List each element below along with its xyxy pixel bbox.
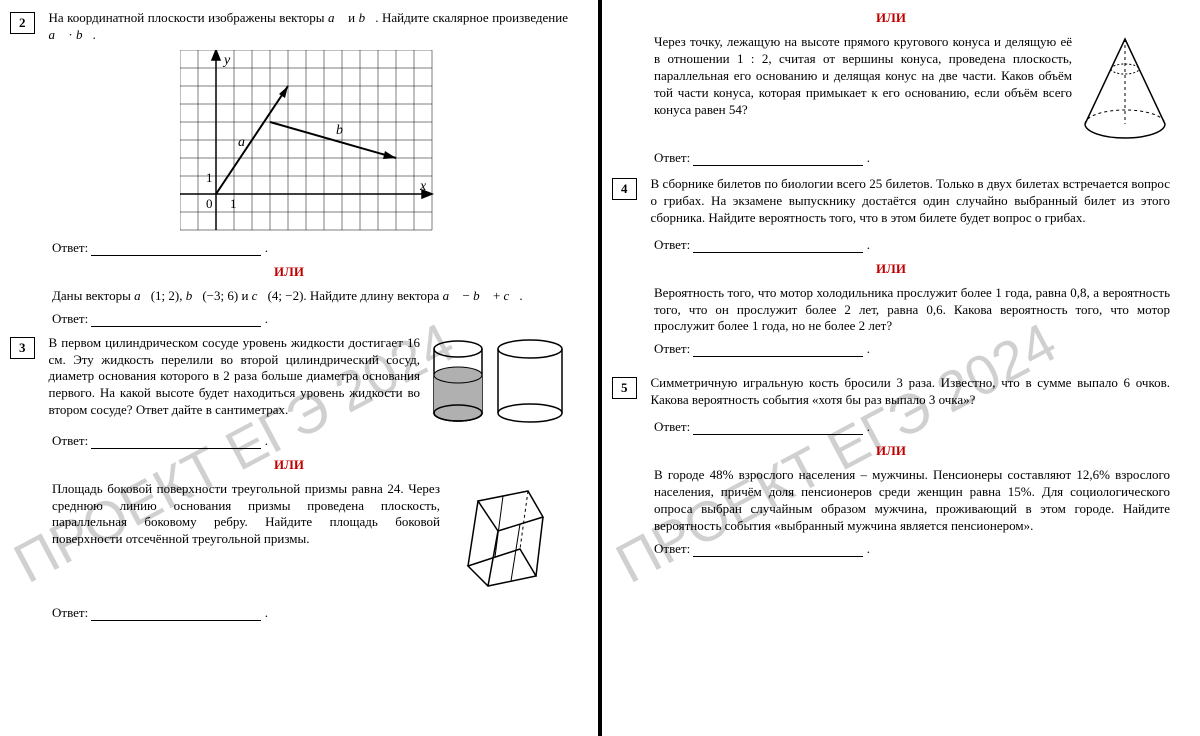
svg-text:1: 1 bbox=[206, 170, 213, 185]
svg-text:b⃗: b⃗ bbox=[336, 123, 354, 138]
task-2: 2 На координатной плоскости изображены в… bbox=[10, 10, 568, 234]
task-4: 4 В сборнике билетов по биологии всего 2… bbox=[612, 176, 1170, 231]
answer-line: Ответ: . bbox=[52, 311, 568, 327]
axis-x-label: x bbox=[419, 179, 427, 194]
task-5: 5 Симметричную игральную кость бросили 3… bbox=[612, 375, 1170, 413]
task-number-5: 5 bbox=[612, 377, 637, 399]
q3-alt: Площадь боковой поверхности треугольной … bbox=[52, 481, 568, 591]
task-number-3: 3 bbox=[10, 337, 35, 359]
q5-text: Симметричную игральную кость бросили 3 р… bbox=[651, 375, 1171, 409]
vector-grid: y x 0 1 1 a⃗ b⃗ bbox=[180, 50, 436, 234]
or-separator: ИЛИ bbox=[10, 264, 568, 280]
answer-line: Ответ: . bbox=[654, 419, 1170, 435]
q4-alt-text: Вероятность того, что мотор холодильника… bbox=[654, 285, 1170, 336]
task-number-4: 4 bbox=[612, 178, 637, 200]
task-number-2: 2 bbox=[10, 12, 35, 34]
axis-y-label: y bbox=[222, 53, 231, 68]
q5-alt-text: В городе 48% взрослого населения – мужчи… bbox=[654, 467, 1170, 535]
or-separator: ИЛИ bbox=[10, 457, 568, 473]
q4-text: В сборнике билетов по биологии всего 25 … bbox=[651, 176, 1171, 227]
q3-cone: Через точку, лежащую на высоте прямого к… bbox=[654, 34, 1170, 144]
answer-line: Ответ: . bbox=[52, 605, 568, 621]
svg-text:0: 0 bbox=[206, 196, 213, 211]
answer-line: Ответ: . bbox=[654, 150, 1170, 166]
answer-line: Ответ: . bbox=[654, 341, 1170, 357]
q2-text: На координатной плоскости изображены век… bbox=[49, 10, 569, 44]
answer-line: Ответ: . bbox=[52, 240, 568, 256]
answer-line: Ответ: . bbox=[654, 237, 1170, 253]
svg-text:1: 1 bbox=[230, 196, 237, 211]
cone-figure bbox=[1080, 34, 1170, 144]
cylinders-figure bbox=[428, 335, 568, 427]
or-separator: ИЛИ bbox=[612, 443, 1170, 459]
or-separator: ИЛИ bbox=[612, 261, 1170, 277]
answer-line: Ответ: . bbox=[654, 541, 1170, 557]
svg-text:a⃗: a⃗ bbox=[238, 135, 256, 150]
answer-line: Ответ: . bbox=[52, 433, 568, 449]
or-separator: ИЛИ bbox=[612, 10, 1170, 26]
q2-alt-text: Даны векторы a⃗(1; 2), b⃗(−3; 6) и c⃗(4;… bbox=[52, 288, 568, 305]
prism-figure bbox=[448, 481, 568, 591]
task-3: 3 bbox=[10, 335, 568, 427]
